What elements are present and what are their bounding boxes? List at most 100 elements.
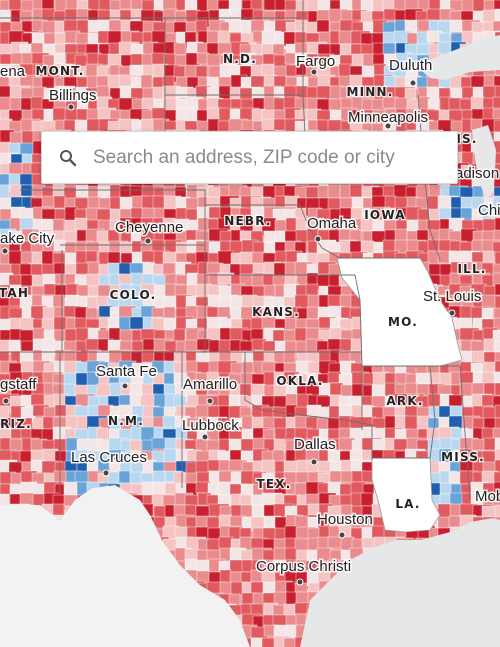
county-cell[interactable]: [284, 317, 297, 331]
county-cell[interactable]: [493, 229, 500, 248]
county-cell[interactable]: [492, 195, 500, 213]
county-cell[interactable]: [494, 283, 500, 298]
county-cell[interactable]: [294, 19, 308, 32]
county-cell[interactable]: [427, 393, 442, 407]
state-label-nebr: NEBR.: [224, 214, 271, 228]
county-cell[interactable]: [32, 327, 46, 340]
county-cell[interactable]: [339, 185, 352, 199]
search-bar[interactable]: [41, 131, 458, 184]
county-cell[interactable]: [494, 8, 500, 22]
county-cell[interactable]: [241, 415, 254, 431]
county-cell[interactable]: [492, 208, 500, 223]
county-cell[interactable]: [229, 449, 243, 462]
county-cell[interactable]: [493, 371, 500, 384]
county-cell[interactable]: [449, 19, 463, 33]
county-cell[interactable]: [130, 8, 143, 22]
state-label-la: LA.: [395, 497, 420, 511]
county-cell[interactable]: [85, 250, 98, 263]
county-cell[interactable]: [493, 317, 500, 332]
county-cell[interactable]: [493, 119, 500, 138]
county-cell[interactable]: [493, 186, 500, 204]
county-cell[interactable]: [494, 64, 500, 79]
county-cell[interactable]: [492, 108, 500, 124]
county-cell[interactable]: [349, 184, 363, 198]
county-cell[interactable]: [494, 251, 500, 268]
county-cell[interactable]: [41, 250, 54, 266]
county-cell[interactable]: [185, 472, 198, 485]
county-cell[interactable]: [327, 185, 341, 199]
county-cell[interactable]: [494, 360, 500, 373]
county-cell[interactable]: [371, 438, 388, 451]
county-cell[interactable]: [141, 250, 156, 263]
county-cell[interactable]: [53, 195, 66, 209]
county-cell[interactable]: [196, 185, 209, 198]
county-cell[interactable]: [305, 493, 322, 506]
city-dot-dallas: [310, 458, 318, 466]
county-cell[interactable]: [262, 273, 275, 287]
state-label-ill: ILL.: [457, 262, 486, 276]
county-cell[interactable]: [53, 52, 66, 65]
county-cell[interactable]: [96, 85, 110, 98]
county-cell[interactable]: [494, 85, 500, 103]
county-cell[interactable]: [493, 307, 500, 323]
county-cell[interactable]: [74, 405, 91, 418]
state-label-minn: MINN.: [346, 85, 393, 99]
state-label-kans: KANS.: [252, 305, 300, 319]
city-label-lubbock: Lubbock: [182, 417, 239, 434]
county-cell[interactable]: [272, 449, 285, 462]
county-cell[interactable]: [118, 470, 131, 484]
county-cell[interactable]: [184, 494, 199, 507]
county-cell[interactable]: [284, 0, 298, 12]
county-cell[interactable]: [382, 42, 396, 55]
county-cell[interactable]: [173, 42, 187, 56]
county-cell[interactable]: [404, 415, 418, 431]
state-label-mo: MO.: [388, 315, 418, 329]
county-cell[interactable]: [460, 207, 473, 220]
county-cell[interactable]: [217, 30, 230, 43]
county-cell[interactable]: [119, 0, 132, 10]
county-cell[interactable]: [140, 74, 153, 90]
county-cell[interactable]: [19, 450, 33, 463]
county-cell[interactable]: [86, 108, 100, 121]
county-cell[interactable]: [262, 581, 277, 594]
state-label-mont: MONT.: [35, 64, 84, 78]
county-cell[interactable]: [8, 339, 21, 352]
county-cell[interactable]: [0, 493, 10, 507]
county-cell[interactable]: [283, 637, 297, 647]
city-label-minneapolis: Minneapolis: [348, 109, 428, 126]
state-label-nm: N.M.: [108, 414, 144, 428]
county-cell[interactable]: [493, 75, 500, 89]
county-cell[interactable]: [53, 239, 67, 252]
county-cell[interactable]: [316, 19, 330, 33]
county-cell[interactable]: [493, 0, 500, 15]
city-dot-duluth: [409, 79, 417, 87]
county-cell[interactable]: [75, 32, 90, 46]
county-cell[interactable]: [107, 339, 122, 352]
county-cell[interactable]: [492, 20, 500, 36]
county-cell[interactable]: [493, 131, 500, 150]
county-cell[interactable]: [404, 87, 417, 100]
state-label-iowa: IOWA: [364, 208, 405, 222]
county-cell[interactable]: [41, 0, 55, 10]
city-dot-lascruces: [102, 469, 110, 477]
city-dot-omaha: [314, 235, 322, 243]
county-cell[interactable]: [207, 459, 221, 472]
county-cell[interactable]: [75, 262, 90, 275]
county-cell[interactable]: [494, 295, 500, 315]
county-cell[interactable]: [31, 108, 45, 121]
search-input[interactable]: [93, 146, 433, 169]
county-cell[interactable]: [75, 184, 89, 198]
county-cell[interactable]: [31, 251, 44, 265]
county-cell[interactable]: [97, 53, 110, 66]
city-label-billings: Billings: [49, 87, 97, 104]
county-cell[interactable]: [492, 241, 500, 258]
county-cell[interactable]: [151, 107, 166, 120]
county-cell[interactable]: [129, 64, 144, 77]
county-cell[interactable]: [250, 637, 263, 647]
county-cell[interactable]: [118, 262, 132, 276]
county-cell[interactable]: [494, 217, 500, 237]
county-cell[interactable]: [361, 426, 376, 439]
county-cell[interactable]: [74, 217, 88, 230]
county-cell[interactable]: [173, 65, 186, 78]
